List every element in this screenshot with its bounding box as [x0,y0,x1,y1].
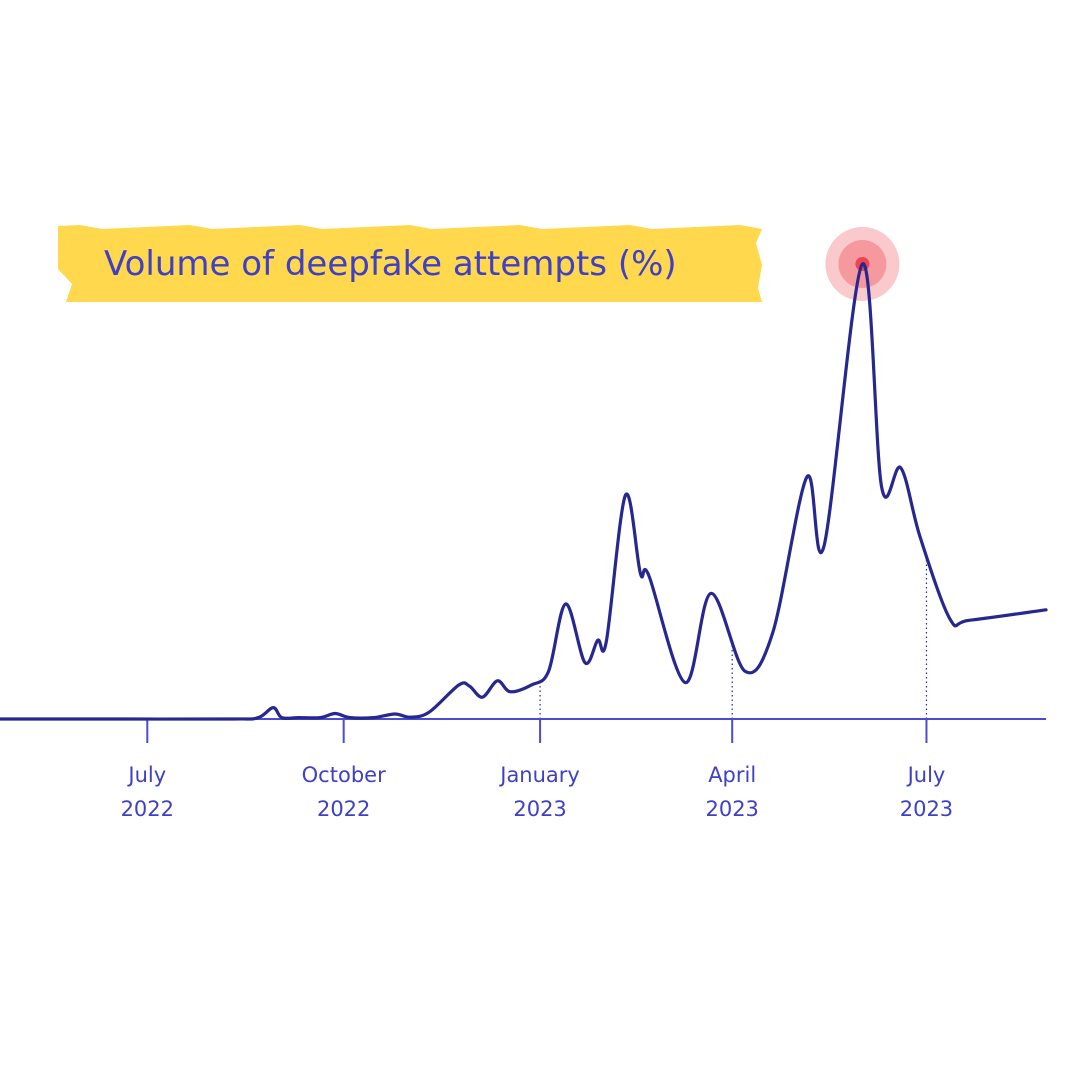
vertical-guides [539,558,928,719]
x-tick-label-year: 2023 [705,797,758,821]
x-tick-label-month: July [906,763,946,787]
x-tick-label-month: January [498,763,580,787]
x-tick-label-year: 2023 [513,797,566,821]
x-tick-label-month: October [302,763,386,787]
title-highlight: Volume of deepfake attempts (%) [58,225,762,302]
x-tick-label-year: 2023 [900,797,953,821]
x-tick-label-year: 2022 [317,797,370,821]
x-tick-label-year: 2022 [121,797,174,821]
x-axis-ticks: July 2022 October 2022 January 2023 April 2023 J… [121,719,953,821]
title-highlight-brush [58,225,762,302]
chart-title: Volume of deepfake attempts (%) [104,244,677,284]
x-tick-label-month: July [126,763,166,787]
series-line [0,262,1048,721]
x-tick-label-month: April [708,763,756,787]
